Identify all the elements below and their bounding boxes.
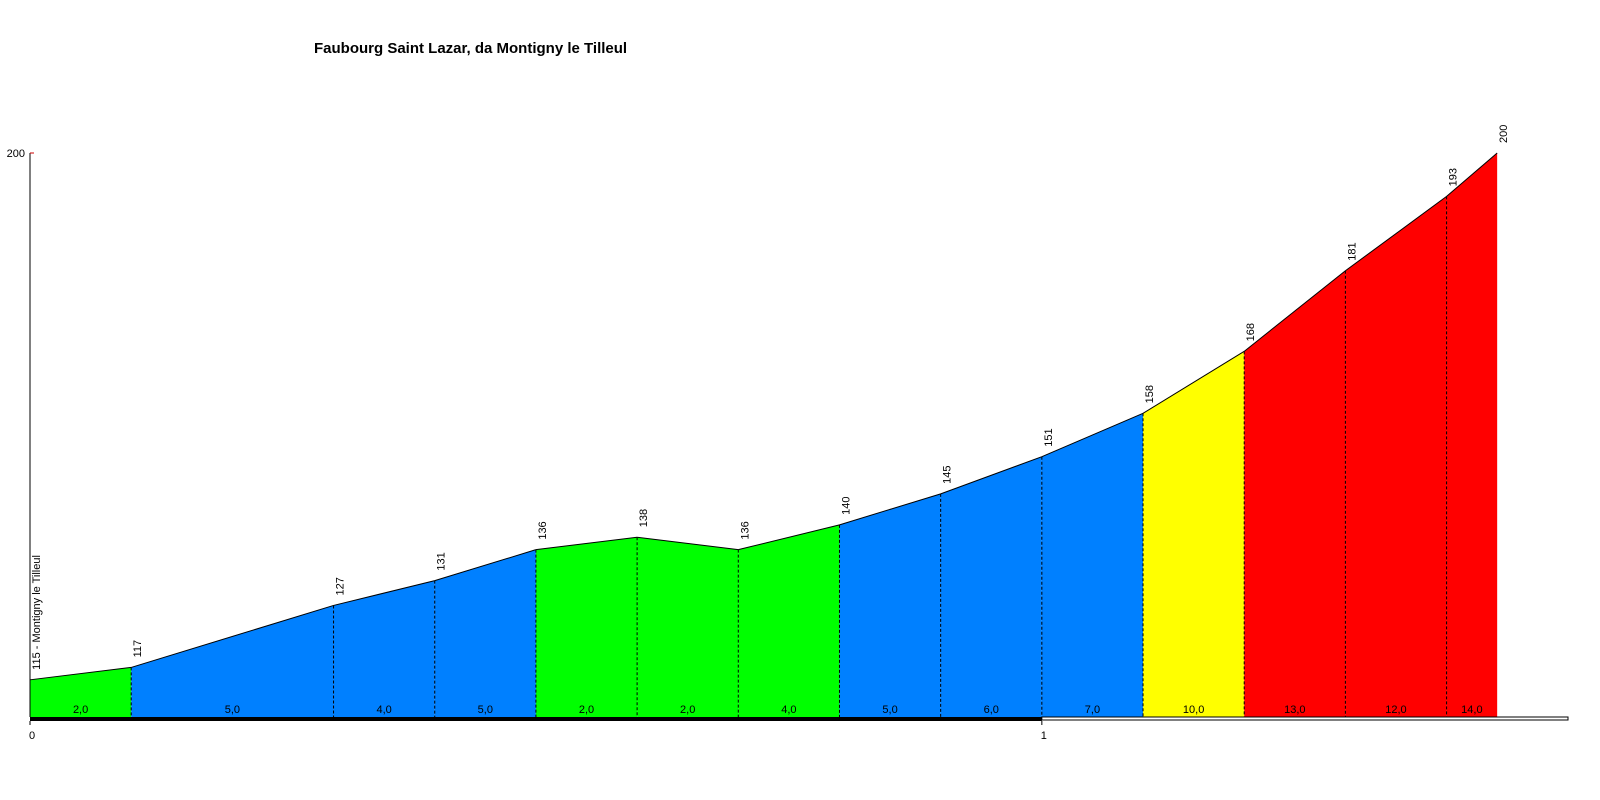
segment bbox=[839, 493, 941, 717]
segment bbox=[637, 537, 739, 717]
x-tick-label: 0 bbox=[29, 730, 35, 742]
segment bbox=[940, 456, 1042, 717]
segment bbox=[1143, 351, 1245, 717]
profile-edge bbox=[839, 493, 941, 526]
grade-label: 6,0 bbox=[984, 704, 999, 716]
segment bbox=[738, 524, 840, 717]
grade-label: 12,0 bbox=[1385, 704, 1406, 716]
profile-edge bbox=[29, 666, 132, 681]
profile-edge bbox=[1142, 350, 1245, 414]
elevation-label: 136 bbox=[537, 521, 549, 539]
segment bbox=[30, 667, 132, 717]
grade-label: 14,0 bbox=[1461, 704, 1482, 716]
profile-edge bbox=[535, 536, 638, 551]
elevation-label: 181 bbox=[1346, 242, 1358, 260]
segment bbox=[1244, 270, 1346, 717]
grade-label: 5,0 bbox=[882, 704, 897, 716]
grade-label: 4,0 bbox=[376, 704, 391, 716]
y-tick-label: 200 bbox=[7, 148, 25, 160]
grade-label: 2,0 bbox=[579, 704, 594, 716]
elevation-label: 117 bbox=[132, 640, 144, 658]
profile-edge bbox=[131, 604, 334, 668]
scale-bar-black bbox=[30, 717, 1042, 721]
grade-label: 4,0 bbox=[781, 704, 796, 716]
profile-edge bbox=[1446, 152, 1498, 197]
grade-label: 5,0 bbox=[225, 704, 240, 716]
elevation-label: 193 bbox=[1448, 168, 1460, 186]
elevation-label: 131 bbox=[436, 552, 448, 570]
grade-label: 2,0 bbox=[73, 704, 88, 716]
profile-edge bbox=[1345, 195, 1447, 272]
elevation-label: 168 bbox=[1245, 323, 1257, 341]
segment bbox=[131, 605, 334, 717]
elevation-label: 145 bbox=[942, 466, 954, 484]
elevation-label: 127 bbox=[335, 577, 347, 595]
elevation-label: 158 bbox=[1144, 385, 1156, 403]
grade-label: 10,0 bbox=[1183, 704, 1204, 716]
grade-label: 5,0 bbox=[478, 704, 493, 716]
elevation-label: 200 bbox=[1498, 125, 1510, 143]
profile-edge bbox=[1243, 270, 1346, 352]
segment bbox=[1345, 196, 1447, 717]
profile-edge bbox=[738, 524, 840, 551]
profile-edge bbox=[940, 456, 1043, 495]
profile-edge bbox=[434, 549, 537, 582]
segment bbox=[333, 580, 435, 717]
segment bbox=[1446, 153, 1498, 717]
elevation-label: 140 bbox=[840, 497, 852, 515]
elevation-label: 151 bbox=[1043, 428, 1055, 446]
grade-label: 2,0 bbox=[680, 704, 695, 716]
scale-bar-white bbox=[1041, 716, 1569, 721]
grade-label: 7,0 bbox=[1085, 704, 1100, 716]
grade-label: 13,0 bbox=[1284, 704, 1305, 716]
x-tick-label: 1 bbox=[1041, 730, 1047, 742]
elevation-label: 115 - Montigny le Tilleul bbox=[31, 555, 43, 670]
segment bbox=[1041, 413, 1144, 717]
segment bbox=[535, 537, 638, 717]
chart-title: Faubourg Saint Lazar, da Montigny le Til… bbox=[314, 40, 627, 57]
profile-edge bbox=[1041, 412, 1144, 458]
elevation-label: 138 bbox=[638, 509, 650, 527]
elevation-label: 136 bbox=[739, 521, 751, 539]
segment bbox=[434, 549, 536, 717]
profile-edge bbox=[333, 580, 435, 606]
profile-edge bbox=[637, 536, 739, 551]
